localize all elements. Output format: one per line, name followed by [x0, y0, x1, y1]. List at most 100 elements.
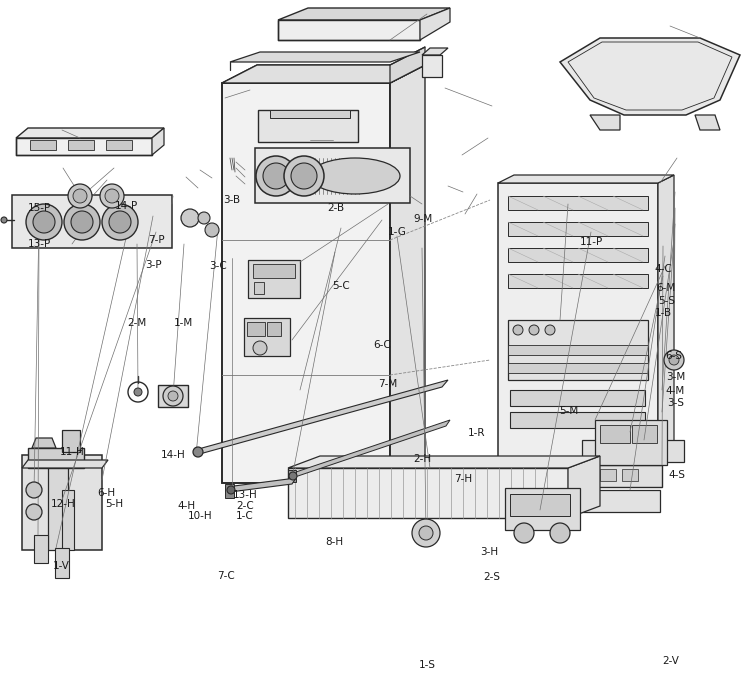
Circle shape	[253, 341, 267, 355]
Text: 8-H: 8-H	[325, 538, 343, 547]
Text: 7-C: 7-C	[217, 571, 235, 581]
Polygon shape	[230, 478, 296, 492]
Circle shape	[181, 209, 199, 227]
Circle shape	[550, 523, 570, 543]
Polygon shape	[22, 455, 102, 550]
Bar	[508, 196, 648, 210]
Circle shape	[105, 189, 119, 203]
Bar	[600, 469, 616, 481]
Text: 1-V: 1-V	[53, 561, 70, 571]
Bar	[28, 448, 84, 468]
Circle shape	[1, 217, 7, 223]
Circle shape	[73, 189, 87, 203]
Circle shape	[64, 204, 100, 240]
Circle shape	[33, 211, 55, 233]
Polygon shape	[288, 468, 568, 518]
Text: 3-S: 3-S	[667, 398, 684, 408]
Bar	[258, 110, 358, 142]
Circle shape	[198, 212, 210, 224]
Text: 2-M: 2-M	[127, 318, 147, 328]
Polygon shape	[32, 438, 56, 448]
Text: 6-H: 6-H	[98, 488, 116, 497]
Polygon shape	[196, 380, 448, 455]
Bar	[510, 494, 570, 516]
Text: 11-P: 11-P	[580, 237, 602, 246]
Bar	[248, 260, 300, 298]
Circle shape	[256, 156, 296, 196]
Text: 9-M: 9-M	[413, 215, 432, 224]
Polygon shape	[590, 115, 620, 130]
Bar	[508, 248, 648, 262]
Circle shape	[163, 386, 183, 406]
Bar	[644, 440, 684, 462]
Polygon shape	[390, 65, 425, 483]
Circle shape	[109, 211, 131, 233]
Bar	[600, 425, 630, 443]
Text: 2-H: 2-H	[414, 454, 432, 464]
Bar	[580, 490, 660, 512]
Text: 7-M: 7-M	[378, 379, 398, 388]
Polygon shape	[278, 20, 420, 40]
Bar	[55, 548, 69, 578]
Polygon shape	[568, 456, 600, 518]
Text: 14-P: 14-P	[115, 201, 138, 210]
Polygon shape	[222, 65, 425, 83]
Text: 12-H: 12-H	[51, 499, 75, 509]
Polygon shape	[152, 128, 164, 155]
Circle shape	[227, 486, 235, 494]
Text: 3-M: 3-M	[666, 372, 685, 382]
Bar	[62, 490, 74, 550]
Bar	[508, 363, 648, 373]
Bar	[225, 484, 234, 498]
Bar	[534, 469, 550, 481]
Bar	[106, 140, 132, 150]
Text: 5-C: 5-C	[332, 281, 350, 290]
Bar	[254, 282, 264, 294]
Bar	[490, 469, 506, 481]
Bar	[510, 412, 645, 428]
Circle shape	[26, 504, 42, 520]
Text: 5-M: 5-M	[559, 406, 578, 416]
Bar	[158, 385, 188, 407]
Circle shape	[193, 447, 203, 457]
Text: 3-H: 3-H	[480, 547, 498, 557]
Circle shape	[26, 482, 42, 498]
Polygon shape	[270, 110, 350, 118]
Bar	[247, 322, 265, 336]
Polygon shape	[422, 48, 448, 55]
Circle shape	[289, 472, 297, 480]
Polygon shape	[695, 115, 720, 130]
Circle shape	[514, 523, 534, 543]
Text: 3-B: 3-B	[223, 195, 240, 205]
Text: 5-H: 5-H	[105, 499, 123, 509]
Text: 14-H: 14-H	[161, 451, 185, 460]
Text: 1-B: 1-B	[655, 308, 672, 318]
Circle shape	[513, 325, 523, 335]
Circle shape	[102, 204, 138, 240]
Text: 2-C: 2-C	[236, 501, 254, 511]
Text: 2-S: 2-S	[484, 572, 500, 582]
Bar	[632, 425, 657, 443]
Text: 1-M: 1-M	[174, 318, 193, 328]
Circle shape	[168, 391, 178, 401]
Polygon shape	[420, 8, 450, 40]
Bar	[48, 455, 68, 550]
Bar	[253, 264, 295, 278]
Ellipse shape	[310, 158, 400, 194]
Text: 4-H: 4-H	[177, 501, 196, 511]
Polygon shape	[278, 8, 450, 20]
Circle shape	[205, 223, 219, 237]
Text: 4-M: 4-M	[666, 386, 685, 395]
Circle shape	[664, 350, 684, 370]
Circle shape	[419, 526, 433, 540]
Bar	[508, 274, 648, 288]
Bar	[34, 535, 48, 563]
Bar	[622, 469, 638, 481]
Bar	[462, 465, 662, 487]
Text: 10-H: 10-H	[188, 511, 212, 521]
Circle shape	[26, 204, 62, 240]
Circle shape	[291, 163, 317, 189]
Circle shape	[263, 163, 289, 189]
Text: 4-S: 4-S	[669, 470, 685, 480]
Polygon shape	[390, 47, 425, 83]
